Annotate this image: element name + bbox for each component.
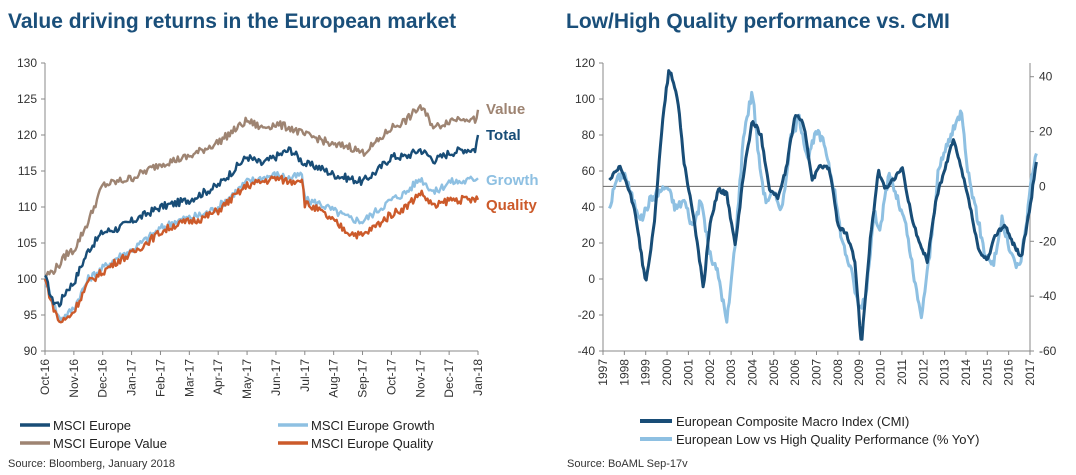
right-right-tick-label: 20 xyxy=(1039,125,1053,139)
right-legend-label: European Low vs High Quality Performance… xyxy=(676,432,980,447)
right-left-tick-label: 80 xyxy=(582,128,596,142)
left-y-tick-label: 125 xyxy=(17,92,37,106)
right-chart-source: Source: BoAML Sep-17v xyxy=(567,458,688,470)
right-left-tick-label: 40 xyxy=(582,200,596,214)
left-y-tick-label: 130 xyxy=(17,56,37,70)
left-series-line xyxy=(44,104,480,277)
left-end-label: Growth xyxy=(486,172,539,189)
left-y-tick-label: 95 xyxy=(24,308,38,322)
right-left-tick-label: 20 xyxy=(582,236,596,250)
right-x-tick-label: 2006 xyxy=(788,359,802,386)
left-y-tick-label: 105 xyxy=(17,236,37,250)
right-x-tick-label: 1999 xyxy=(639,359,653,386)
left-series-line xyxy=(43,174,480,324)
right-x-tick-label: 2013 xyxy=(938,359,952,386)
right-x-tick-label: 2017 xyxy=(1023,359,1037,386)
left-x-tick-label: Mar-17 xyxy=(182,359,196,397)
left-y-tick-label: 120 xyxy=(17,128,37,142)
right-x-tick-label: 2012 xyxy=(916,359,930,386)
right-x-tick-label: 1998 xyxy=(617,359,631,386)
left-x-tick-label: Apr-17 xyxy=(211,359,225,395)
right-right-tick-label: 0 xyxy=(1039,179,1046,193)
right-x-tick-label: 2001 xyxy=(681,359,695,386)
right-x-tick-label: 2005 xyxy=(767,359,781,386)
right-left-tick-label: 60 xyxy=(582,164,596,178)
right-right-tick-label: -20 xyxy=(1039,234,1057,248)
right-x-tick-label: 2014 xyxy=(959,359,973,386)
left-x-tick-label: Dec-16 xyxy=(96,359,110,398)
left-legend-label: MSCI Europe xyxy=(53,418,131,433)
left-end-label: Value xyxy=(486,101,525,118)
right-x-tick-label: 2004 xyxy=(745,359,759,386)
left-x-tick-label: Dec-17 xyxy=(442,359,456,398)
right-right-tick-label: 40 xyxy=(1039,70,1053,84)
left-chart-source: Source: Bloomberg, January 2018 xyxy=(8,458,175,470)
left-x-tick-label: Aug-17 xyxy=(327,359,341,398)
left-end-label: Quality xyxy=(486,197,538,214)
right-left-tick-label: 120 xyxy=(575,56,595,70)
left-x-tick-label: Oct-16 xyxy=(38,359,52,395)
left-legend-label: MSCI Europe Quality xyxy=(311,436,434,451)
right-x-tick-label: 2016 xyxy=(1002,359,1016,386)
left-x-tick-label: Jun-17 xyxy=(269,359,283,396)
right-x-tick-label: 2002 xyxy=(703,359,717,386)
right-chart-title: Low/High Quality performance vs. CMI xyxy=(566,10,950,33)
left-x-tick-label: Feb-17 xyxy=(153,359,167,397)
right-x-tick-label: 2003 xyxy=(724,359,738,386)
right-x-tick-label: 2000 xyxy=(660,359,674,386)
left-x-tick-label: Jan-17 xyxy=(125,359,139,396)
right-right-tick-label: -40 xyxy=(1039,289,1057,303)
left-y-tick-label: 100 xyxy=(17,272,37,286)
right-x-tick-label: 2007 xyxy=(810,359,824,386)
right-legend-label: European Composite Macro Index (CMI) xyxy=(676,414,909,429)
right-series-low-high-quality xyxy=(608,90,1038,324)
right-x-tick-label: 2009 xyxy=(852,359,866,386)
left-y-tick-label: 90 xyxy=(24,344,38,358)
right-x-tick-label: 1997 xyxy=(596,359,610,386)
right-x-tick-label: 2015 xyxy=(980,359,994,386)
right-x-tick-label: 2011 xyxy=(895,359,909,385)
left-chart-title: Value driving returns in the European ma… xyxy=(8,10,457,33)
left-x-tick-label: Oct-17 xyxy=(384,359,398,395)
right-left-tick-label: -40 xyxy=(578,344,596,358)
left-x-tick-label: Nov-17 xyxy=(413,359,427,398)
right-left-tick-label: 100 xyxy=(575,92,595,106)
left-y-tick-label: 115 xyxy=(18,164,37,178)
left-series-line xyxy=(44,134,480,308)
left-line-chart: 90 95 100 105 110 115 120 125 130 Oct-16 Nov-16 Dec… xyxy=(17,56,539,451)
left-x-tick-label: Nov-16 xyxy=(67,359,81,398)
right-series-cmi xyxy=(608,69,1038,341)
left-end-label: Total xyxy=(486,127,521,144)
right-x-tick-label: 2010 xyxy=(874,359,888,386)
left-x-tick-label: Sep-17 xyxy=(356,359,370,398)
right-left-tick-label: 0 xyxy=(588,272,595,286)
left-legend-label: MSCI Europe Growth xyxy=(311,418,435,433)
right-left-tick-label: -20 xyxy=(578,308,596,322)
right-right-tick-label: -60 xyxy=(1039,344,1057,358)
left-x-tick-label: Jan-18 xyxy=(471,359,485,396)
left-x-tick-label: May-17 xyxy=(240,359,254,399)
right-x-tick-label: 2008 xyxy=(831,359,845,386)
left-legend-label: MSCI Europe Value xyxy=(53,436,167,451)
left-y-tick-label: 110 xyxy=(18,200,37,214)
left-x-tick-label: Jul-17 xyxy=(298,359,312,392)
